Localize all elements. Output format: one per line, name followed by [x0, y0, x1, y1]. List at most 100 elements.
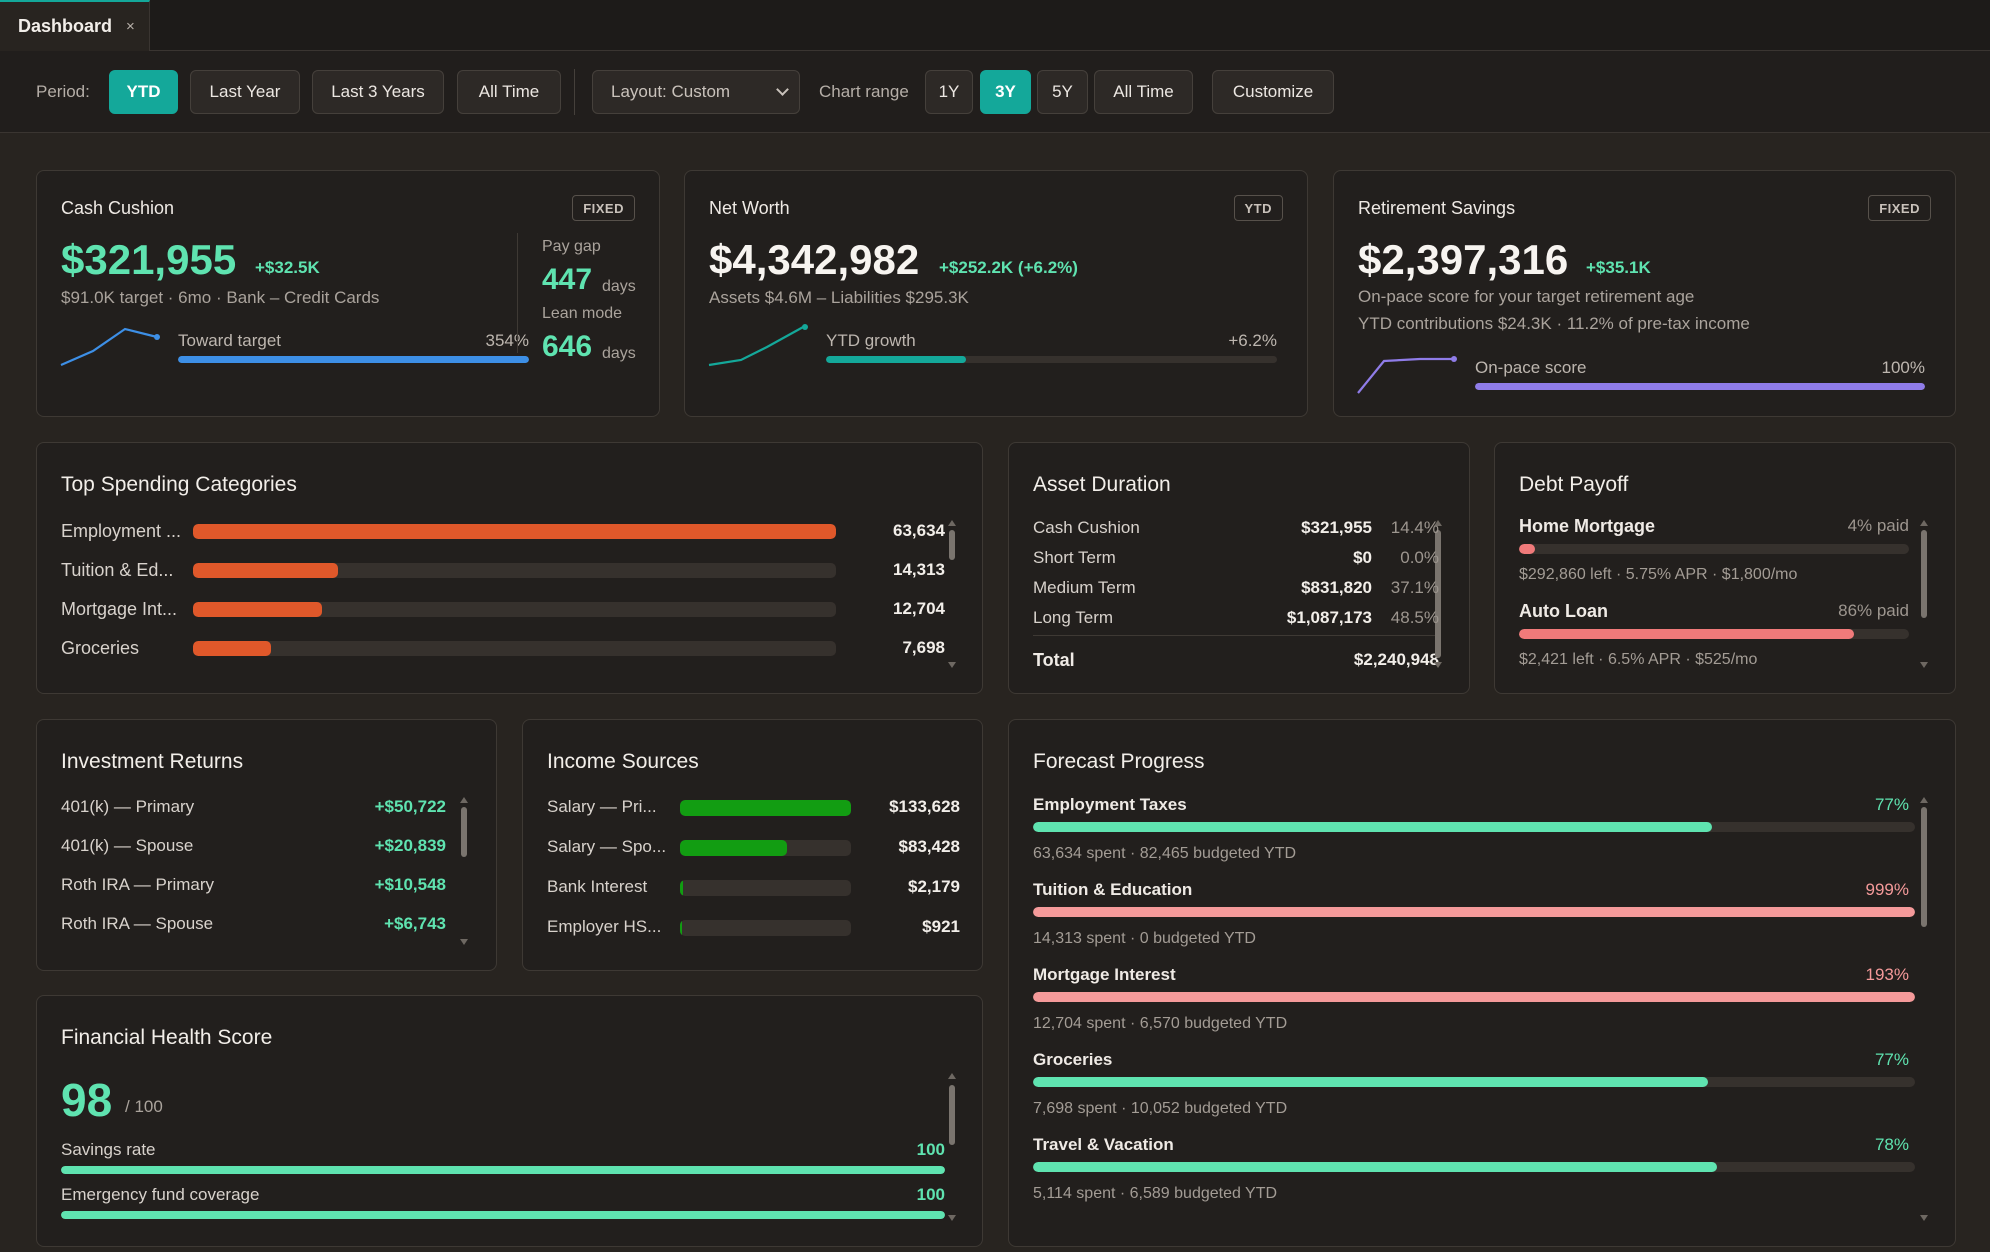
progress-bar-fill	[193, 602, 322, 617]
scroll-up-arrow[interactable]	[948, 520, 956, 526]
progress-bar-fill	[680, 880, 683, 896]
progress-bar-fill	[1033, 1077, 1708, 1087]
period-last-3-years-button[interactable]: Last 3 Years	[312, 70, 444, 114]
progress-bar	[193, 563, 836, 578]
scroll-down-arrow[interactable]	[460, 939, 468, 945]
progress-bar	[178, 356, 529, 363]
cash-cushion-delta: +$32.5K	[255, 258, 320, 277]
scroll-down-arrow[interactable]	[1434, 662, 1442, 668]
lean-mode-unit: days	[602, 345, 636, 362]
scrollbar-thumb[interactable]	[1921, 807, 1927, 927]
asset-duration-value: $1,087,173	[1286, 608, 1372, 627]
progress-value: 100%	[1881, 358, 1925, 377]
progress-bar-fill	[1519, 544, 1535, 554]
total-label: Total	[1033, 650, 1075, 670]
financial-health-card[interactable]: Financial Health Score 98 / 100 Savings …	[36, 995, 983, 1247]
layout-select-value: Layout: Custom	[611, 82, 731, 101]
range-all-time-button[interactable]: All Time	[1094, 70, 1193, 114]
debt-paid-percent: 4% paid	[1847, 516, 1909, 535]
spending-category-label: Employment ...	[61, 521, 182, 541]
scroll-up-arrow[interactable]	[1920, 520, 1928, 526]
forecast-category-name: Employment Taxes	[1033, 795, 1187, 814]
income-source-label: Employer HS...	[547, 917, 662, 936]
forecast-progress-card[interactable]: Forecast Progress Employment Taxes 77% 63,…	[1008, 719, 1956, 1247]
cash-cushion-value: $321,955	[61, 236, 237, 283]
progress-bar	[193, 524, 836, 539]
asset-duration-percent: 0.0%	[1400, 548, 1439, 567]
period-ytd-button[interactable]: YTD	[109, 70, 178, 114]
scroll-up-arrow[interactable]	[1920, 797, 1928, 803]
debt-name: Auto Loan	[1519, 601, 1608, 621]
forecast-percent: 999%	[1865, 880, 1909, 899]
asset-duration-card[interactable]: Asset Duration Total $2,240,948 Cash Cus…	[1008, 442, 1470, 694]
scroll-down-arrow[interactable]	[948, 1215, 956, 1221]
progress-bar-fill	[61, 1211, 945, 1219]
progress-label: YTD growth	[826, 331, 916, 350]
card-title: Asset Duration	[1033, 473, 1171, 496]
scrollbar[interactable]	[948, 1073, 956, 1221]
scrollbar[interactable]	[1920, 797, 1928, 1221]
card-title: Income Sources	[547, 750, 699, 773]
range-3y-button[interactable]: 3Y	[980, 70, 1031, 114]
scroll-down-arrow[interactable]	[948, 662, 956, 668]
scroll-up-arrow[interactable]	[948, 1073, 956, 1079]
spending-category-value: 12,704	[893, 599, 945, 618]
layout-select[interactable]: Layout: Custom	[592, 70, 800, 114]
income-source-label: Bank Interest	[547, 877, 648, 896]
forecast-percent: 193%	[1865, 965, 1909, 984]
debt-paid-percent: 86% paid	[1838, 601, 1909, 620]
pay-gap-value: 447	[542, 263, 593, 296]
scrollbar[interactable]	[948, 520, 956, 668]
close-icon[interactable]: ×	[126, 18, 135, 35]
scroll-down-arrow[interactable]	[1920, 662, 1928, 668]
health-metric-value: 100	[916, 1140, 945, 1159]
divider	[517, 233, 518, 353]
cash-cushion-card[interactable]: Cash Cushion FIXED $321,955 +$32.5K $91.…	[36, 170, 660, 417]
asset-duration-label: Medium Term	[1033, 578, 1136, 597]
period-last-year-button[interactable]: Last Year	[190, 70, 300, 114]
income-sources-card[interactable]: Income Sources Salary — Pri... $133,628 Sa…	[522, 719, 983, 971]
top-spending-card[interactable]: Top Spending Categories Employment ... 63…	[36, 442, 983, 694]
scroll-up-arrow[interactable]	[460, 797, 468, 803]
period-all-time-button[interactable]: All Time	[457, 70, 561, 114]
scrollbar[interactable]	[1920, 520, 1928, 668]
forecast-category-name: Mortgage Interest	[1033, 965, 1176, 984]
forecast-details: 14,313 spent · 0 budgeted YTD	[1033, 930, 1256, 947]
range-1y-button[interactable]: 1Y	[925, 70, 973, 114]
scrollbar-thumb[interactable]	[949, 530, 955, 560]
forecast-percent: 77%	[1874, 1050, 1909, 1069]
net-worth-card[interactable]: Net Worth YTD $4,342,982 +$252.2K (+6.2%…	[684, 170, 1308, 417]
spending-category-label: Tuition & Ed...	[61, 560, 174, 580]
scrollbar[interactable]	[460, 797, 468, 945]
toolbar-divider	[574, 69, 575, 115]
scrollbar-thumb[interactable]	[461, 807, 467, 857]
card-title: Net Worth	[709, 198, 790, 218]
progress-bar-fill	[1475, 383, 1925, 390]
tab-bar: Dashboard ×	[0, 0, 1990, 51]
progress-bar	[1033, 822, 1915, 832]
scrollbar[interactable]	[1434, 520, 1442, 668]
period-label: Period:	[36, 82, 90, 101]
scroll-up-arrow[interactable]	[1434, 520, 1442, 526]
debt-payoff-card[interactable]: Debt Payoff Home Mortgage 4% paid $292,860…	[1494, 442, 1956, 694]
health-metric-value: 100	[916, 1185, 945, 1204]
tab-dashboard[interactable]: Dashboard ×	[0, 0, 150, 51]
scrollbar-thumb[interactable]	[949, 1085, 955, 1145]
progress-value: 354%	[485, 331, 529, 350]
progress-bar	[193, 602, 836, 617]
divider	[1033, 635, 1439, 636]
forecast-details: 63,634 spent · 82,465 budgeted YTD	[1033, 845, 1297, 862]
chart-range-label: Chart range	[819, 82, 909, 101]
forecast-category-name: Tuition & Education	[1033, 880, 1193, 899]
tab-label: Dashboard	[18, 16, 113, 36]
cash-cushion-subtitle: $91.0K target · 6mo · Bank – Credit Card…	[61, 288, 380, 307]
forecast-category-name: Groceries	[1033, 1050, 1113, 1069]
retirement-savings-card[interactable]: Retirement Savings FIXED $2,397,316 +$35…	[1333, 170, 1956, 417]
customize-button[interactable]: Customize	[1212, 70, 1334, 114]
scrollbar-thumb[interactable]	[1435, 530, 1441, 658]
scroll-down-arrow[interactable]	[1920, 1215, 1928, 1221]
scrollbar-thumb[interactable]	[1921, 530, 1927, 618]
asset-duration-value: $321,955	[1301, 518, 1372, 537]
range-5y-button[interactable]: 5Y	[1037, 70, 1088, 114]
investment-returns-card[interactable]: Investment Returns 401(k) — Primary +$50,…	[36, 719, 497, 971]
